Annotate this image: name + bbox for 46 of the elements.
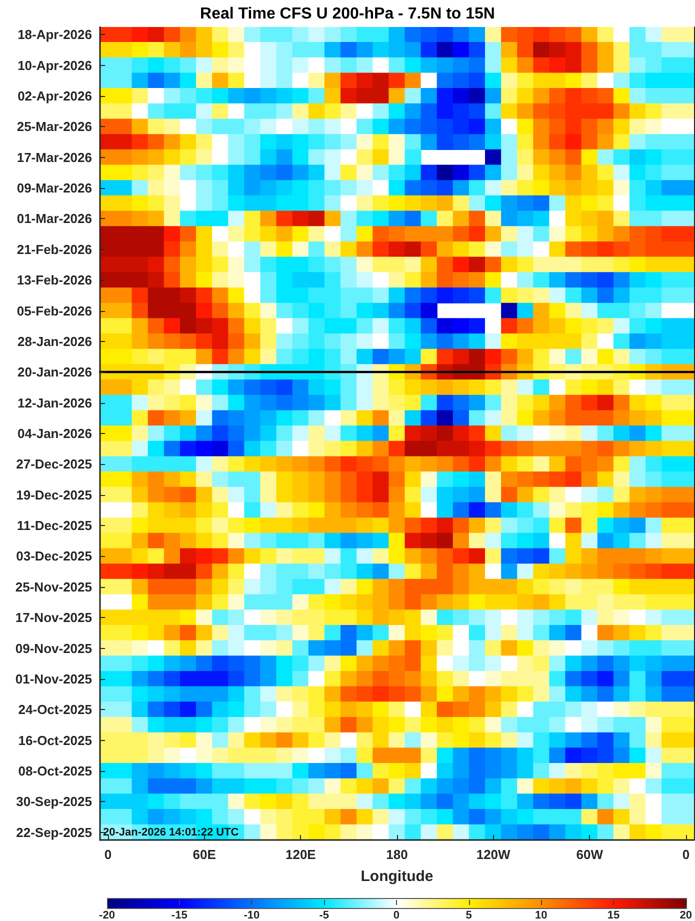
color-bar-label: -15 xyxy=(171,910,188,921)
y-tick-label: 05-Feb-2026 xyxy=(16,303,92,318)
y-tick-label: 01-Nov-2025 xyxy=(15,671,92,686)
annotation: 20-Jan-2026 14:01:22 UTC xyxy=(103,826,239,838)
x-tick-label: 0 xyxy=(682,847,690,862)
color-bar-label: 15 xyxy=(607,910,620,921)
y-tick-label: 02-Apr-2026 xyxy=(18,88,92,104)
color-bar-label: 5 xyxy=(466,910,472,921)
color-bar-label: -5 xyxy=(319,910,329,921)
x-tick-label: 60E xyxy=(192,847,216,862)
y-tick-label: 17-Nov-2025 xyxy=(15,610,92,626)
y-tick-label: 30-Sep-2025 xyxy=(16,794,92,810)
y-tick-label: 17-Mar-2026 xyxy=(16,150,92,165)
y-tick-label: 28-Jan-2026 xyxy=(18,334,92,349)
y-tick-label: 27-Dec-2025 xyxy=(16,456,92,472)
y-tick-label: 09-Nov-2025 xyxy=(15,640,92,656)
y-tick-label: 25-Mar-2026 xyxy=(16,119,92,134)
x-tick-label: 120W xyxy=(476,847,512,862)
y-tick-label: 18-Apr-2026 xyxy=(18,27,92,42)
color-bar-label: 0 xyxy=(393,910,400,921)
y-tick-label: 16-Oct-2025 xyxy=(18,732,92,748)
x-tick-label: 120E xyxy=(285,847,316,862)
y-tick-label: 08-Oct-2025 xyxy=(18,763,92,778)
y-tick-label: 04-Jan-2026 xyxy=(18,426,92,441)
y-tick-label: 19-Dec-2025 xyxy=(16,487,92,502)
x-axis-title: Longitude xyxy=(360,868,434,885)
color-bar-label: -10 xyxy=(244,910,260,921)
chart-title: Real Time CFS U 200-hPa - 7.5N to 15N xyxy=(200,6,495,22)
y-tick-label: 24-Oct-2025 xyxy=(18,702,92,718)
y-tick-label: 13-Feb-2026 xyxy=(16,272,92,288)
color-bar-label: -20 xyxy=(99,910,115,921)
y-tick-label: 12-Jan-2026 xyxy=(18,395,92,410)
y-tick-label: 10-Apr-2026 xyxy=(18,58,92,73)
y-tick-label: 20-Jan-2026 xyxy=(18,364,92,380)
y-tick-label: 03-Dec-2025 xyxy=(16,548,92,564)
y-tick-label: 21-Feb-2026 xyxy=(16,242,92,257)
y-tick-label: 11-Dec-2025 xyxy=(16,518,92,534)
color-bar-label: 20 xyxy=(680,910,692,921)
x-tick-label: 60W xyxy=(576,847,604,862)
x-tick-label: 0 xyxy=(104,847,112,862)
color-bar-label: 10 xyxy=(535,910,548,921)
y-tick-label: 01-Mar-2026 xyxy=(16,211,92,226)
y-tick-label: 22-Sep-2025 xyxy=(16,824,92,840)
y-tick-label: 09-Mar-2026 xyxy=(16,180,92,196)
x-tick-label: 180 xyxy=(386,847,408,862)
y-tick-label: 25-Nov-2025 xyxy=(15,579,92,594)
